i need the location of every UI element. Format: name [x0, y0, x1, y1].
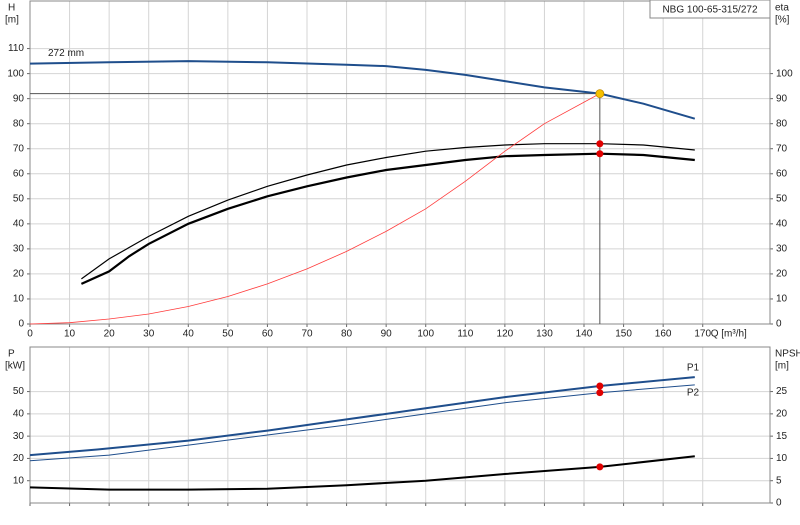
x-tick-label: 50 [222, 329, 234, 340]
y2-tick-label: 15 [776, 431, 788, 442]
y-tick-label: 80 [13, 118, 25, 129]
x-tick-label: 10 [64, 329, 76, 340]
y2-tick-label: 10 [776, 294, 788, 305]
series-line [80, 152, 695, 285]
y-axis-unit: [m] [5, 15, 19, 26]
y-tick-label: 50 [13, 386, 25, 397]
y2-axis-label: eta [775, 3, 789, 14]
y-tick-label: 30 [13, 244, 25, 255]
operating-point [596, 382, 604, 390]
plot-frame [29, 0, 771, 325]
y2-tick-label: 40 [776, 218, 788, 229]
x-tick-label: 80 [341, 329, 353, 340]
x-tick-label: 110 [457, 329, 473, 340]
operating-point [596, 389, 604, 397]
y2-tick-label: 90 [776, 93, 788, 104]
series-label: P2 [687, 388, 700, 399]
x-tick-label: 0 [27, 329, 33, 340]
y2-tick-label: 10 [776, 453, 788, 464]
y2-tick-label: 20 [776, 269, 788, 280]
series-line [29, 93, 600, 325]
y2-tick-label: 25 [776, 386, 788, 397]
y2-tick-label: 60 [776, 168, 788, 179]
x-tick-label: 30 [143, 329, 155, 340]
x-tick-label: 60 [262, 329, 274, 340]
y-tick-label: 0 [18, 319, 24, 330]
y-tick-label: 20 [13, 453, 25, 464]
y2-tick-label: 80 [776, 118, 788, 129]
y2-axis-label: NPSH [775, 349, 800, 360]
y2-tick-label: 20 [776, 408, 788, 419]
y2-tick-label: 30 [776, 244, 788, 255]
operating-point [596, 150, 604, 158]
plot-frame [29, 346, 771, 504]
series-line [29, 376, 695, 457]
x-tick-label: 130 [536, 329, 553, 340]
y-axis-label: H [8, 3, 15, 14]
y-tick-label: 60 [13, 168, 25, 179]
y-tick-label: 40 [13, 408, 25, 419]
x-tick-label: 70 [301, 329, 313, 340]
x-axis-label: Q [m³/h] [711, 329, 747, 340]
y-tick-label: 70 [13, 143, 25, 154]
y2-tick-label: 0 [776, 319, 782, 330]
title-box [649, 0, 771, 19]
y2-tick-label: 100 [776, 68, 793, 79]
duty-point [595, 89, 605, 99]
y-tick-label: 10 [13, 294, 25, 305]
y2-tick-label: 0 [776, 498, 782, 509]
y-tick-label: 110 [8, 43, 24, 54]
x-tick-label: 150 [615, 329, 632, 340]
series-line [29, 60, 696, 120]
y-tick-label: 90 [13, 93, 25, 104]
y-axis-unit: [kW] [5, 361, 25, 372]
y-tick-label: 20 [13, 269, 25, 280]
y-tick-label: 50 [13, 193, 25, 204]
x-tick-label: 20 [104, 329, 116, 340]
series-line [81, 143, 695, 280]
y-tick-label: 10 [13, 475, 25, 486]
operating-point [596, 140, 604, 148]
chart-title: NBG 100-65-315/272 [662, 5, 758, 16]
x-tick-label: 160 [655, 329, 672, 340]
x-tick-label: 120 [497, 329, 514, 340]
y-tick-label: 30 [13, 431, 25, 442]
y2-tick-label: 50 [776, 193, 788, 204]
y-axis-label: P [8, 349, 15, 360]
series-label: 272 mm [48, 48, 84, 59]
y2-axis-unit: [m] [775, 361, 789, 372]
y-tick-label: 40 [13, 218, 25, 229]
x-tick-label: 40 [183, 329, 195, 340]
y2-tick-label: 5 [776, 475, 782, 486]
x-tick-label: 140 [576, 329, 593, 340]
series-label: P1 [687, 363, 700, 374]
x-tick-label: 100 [417, 329, 434, 340]
y2-axis-unit: [%] [775, 15, 790, 26]
series-line [29, 455, 695, 491]
operating-point [596, 463, 604, 471]
x-tick-label: 170 [694, 329, 711, 340]
series-line [29, 384, 695, 462]
x-tick-label: 90 [381, 329, 393, 340]
y-tick-label: 100 [7, 68, 24, 79]
y2-tick-label: 70 [776, 143, 788, 154]
